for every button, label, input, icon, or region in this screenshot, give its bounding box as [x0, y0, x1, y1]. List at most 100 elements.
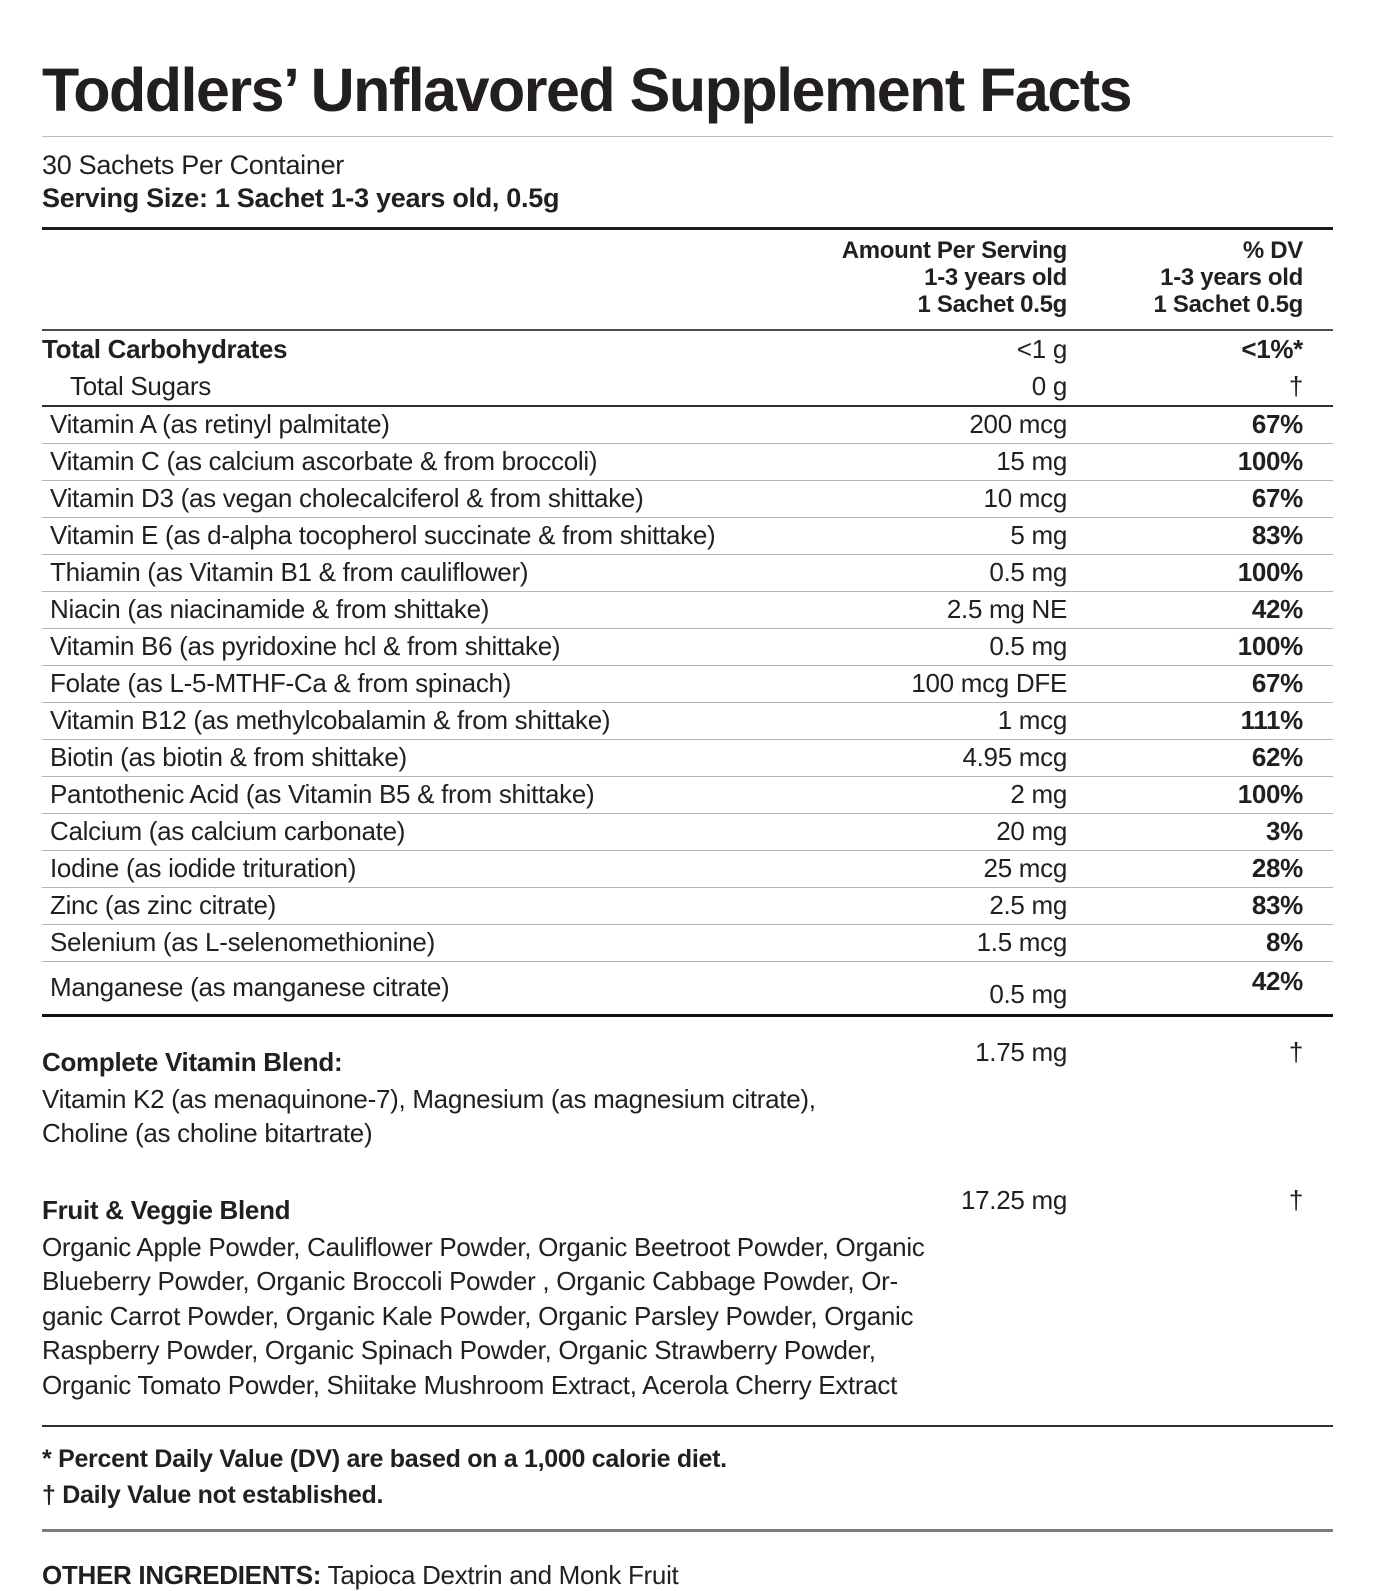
- dv-header-line: 1-3 years old: [1160, 263, 1303, 291]
- table-row: Pantothenic Acid (as Vitamin B5 & from s…: [42, 775, 1333, 813]
- nutrient-label: Total Carbohydrates: [42, 333, 288, 364]
- table-row: Calcium (as calcium carbonate) 20 mg 3%: [42, 812, 1333, 850]
- divider-under-sugars: [42, 404, 1333, 407]
- container-count: 30 Sachets Per Container: [42, 150, 344, 181]
- nutrient-dv: 83%: [1251, 890, 1303, 921]
- blend-name: Complete Vitamin Blend:: [42, 1046, 343, 1077]
- nutrient-dv: †: [1288, 370, 1303, 401]
- table-row: Vitamin C (as calcium ascorbate & from b…: [42, 442, 1333, 480]
- nutrient-dv: 67%: [1251, 668, 1303, 699]
- nutrient-amount: 5 mg: [1010, 520, 1067, 551]
- nutrient-dv: 28%: [1251, 853, 1303, 884]
- blend-header-row: Complete Vitamin Blend: 1.75 mg †: [42, 1037, 1333, 1078]
- table-row: Zinc (as zinc citrate) 2.5 mg 83%: [42, 886, 1333, 924]
- page-title: Toddlers’ Unflavored Supplement Facts: [42, 56, 1133, 124]
- nutrient-label: Vitamin C (as calcium ascorbate & from b…: [50, 446, 598, 477]
- nutrient-label: Vitamin B6 (as pyridoxine hcl & from shi…: [50, 631, 561, 662]
- nutrient-dv: 67%: [1251, 409, 1303, 440]
- divider-before-footnotes: [42, 1424, 1333, 1427]
- nutrient-amount: 4.95 mcg: [962, 742, 1067, 773]
- table-row: Vitamin D3 (as vegan cholecalciferol & f…: [42, 479, 1333, 517]
- nutrient-amount: 20 mg: [996, 816, 1067, 847]
- serving-size: Serving Size: 1 Sachet 1-3 years old, 0.…: [42, 182, 560, 213]
- divider-before-blends: [42, 1013, 1333, 1017]
- amount-header-line: 1-3 years old: [924, 263, 1067, 291]
- blend-name: Fruit & Veggie Blend: [42, 1194, 291, 1225]
- table-row: Folate (as L-5-MTHF-Ca & from spinach) 1…: [42, 664, 1333, 702]
- nutrient-label: Thiamin (as Vitamin B1 & from cauliflowe…: [50, 557, 529, 588]
- nutrient-table: Vitamin A (as retinyl palmitate) 200 mcg…: [42, 407, 1333, 1014]
- nutrient-dv: <1%*: [1241, 333, 1303, 364]
- nutrient-amount: 1 mcg: [997, 705, 1068, 736]
- nutrient-amount: 0.5 mg: [989, 557, 1067, 588]
- other-ingredients: OTHER INGREDIENTS: Tapioca Dextrin and M…: [42, 1560, 1333, 1591]
- dv-header-line: 1 Sachet 0.5g: [1153, 290, 1303, 318]
- other-ingredients-value: Tapioca Dextrin and Monk Fruit: [327, 1560, 679, 1591]
- table-row: Selenium (as L-selenomethionine) 1.5 mcg…: [42, 923, 1333, 961]
- blend-header-row: Fruit & Veggie Blend 17.25 mg †: [42, 1185, 1333, 1226]
- nutrient-label: Folate (as L-5-MTHF-Ca & from spinach): [50, 668, 512, 699]
- divider-heavy-top: [42, 226, 1333, 230]
- footnote-dv-basis: * Percent Daily Value (DV) are based on …: [42, 1444, 727, 1473]
- divider-before-other-ingredients: [42, 1529, 1333, 1533]
- nutrient-amount: 0.5 mg: [989, 979, 1067, 1010]
- nutrient-label: Biotin (as biotin & from shittake): [50, 742, 407, 773]
- table-row: Vitamin B12 (as methylcobalamin & from s…: [42, 701, 1333, 739]
- nutrient-dv: 67%: [1251, 483, 1303, 514]
- nutrient-dv: 42%: [1251, 594, 1303, 625]
- nutrient-amount: <1 g: [1016, 333, 1067, 364]
- nutrient-amount: 2 mg: [1010, 779, 1067, 810]
- table-row: Vitamin B6 (as pyridoxine hcl & from shi…: [42, 627, 1333, 665]
- nutrient-amount: 1.5 mcg: [976, 927, 1068, 958]
- nutrient-amount: 0.5 mg: [989, 631, 1067, 662]
- nutrient-label: Manganese (as manganese citrate): [50, 972, 450, 1003]
- nutrient-label: Vitamin B12 (as methylcobalamin & from s…: [50, 705, 611, 736]
- nutrient-amount: 15 mg: [996, 446, 1067, 477]
- nutrient-dv: 8%: [1266, 927, 1303, 958]
- nutrient-label: Calcium (as calcium carbonate): [50, 816, 406, 847]
- nutrient-label: Niacin (as niacinamide & from shittake): [50, 594, 490, 625]
- table-row: Thiamin (as Vitamin B1 & from cauliflowe…: [42, 553, 1333, 591]
- nutrient-amount: 10 mcg: [983, 483, 1068, 514]
- column-header-amount: Amount Per Serving 1-3 years old 1 Sache…: [767, 236, 1068, 319]
- nutrient-dv: 42%: [1251, 966, 1303, 997]
- nutrient-dv: 100%: [1237, 631, 1304, 662]
- nutrient-amount: 200 mcg: [969, 409, 1067, 440]
- nutrient-label: Vitamin E (as d-alpha tocopherol succina…: [50, 520, 716, 551]
- nutrient-label: Iodine (as iodide trituration): [50, 853, 357, 884]
- divider-under-title: [42, 136, 1333, 138]
- dv-header-line: % DV: [1242, 236, 1303, 264]
- amount-header-line: Amount Per Serving: [841, 236, 1068, 264]
- footnote-dagger: † Daily Value not established.: [42, 1480, 384, 1509]
- nutrient-label: Selenium (as L-selenomethionine): [50, 927, 435, 958]
- nutrient-amount: 2.5 mg: [989, 890, 1067, 921]
- table-row: Biotin (as biotin & from shittake) 4.95 …: [42, 738, 1333, 776]
- other-ingredients-label: OTHER INGREDIENTS:: [42, 1560, 322, 1591]
- nutrient-dv: 3%: [1266, 816, 1303, 847]
- table-row: Niacin (as niacinamide & from shittake) …: [42, 590, 1333, 628]
- column-header-spacer: [42, 238, 767, 319]
- nutrient-dv: 83%: [1251, 520, 1303, 551]
- blend-amount: 17.25 mg: [960, 1184, 1067, 1215]
- nutrient-amount: 25 mcg: [983, 853, 1068, 884]
- divider-under-headers: [42, 328, 1333, 331]
- nutrient-amount: 0 g: [1031, 370, 1068, 401]
- amount-header-line: 1 Sachet 0.5g: [917, 290, 1067, 318]
- blend-gap: [42, 1151, 1333, 1165]
- nutrient-dv: 100%: [1237, 779, 1304, 810]
- blend-ingredients: Organic Apple Powder, Cauliflower Powder…: [42, 1231, 925, 1401]
- blend-amount: 1.75 mg: [975, 1036, 1067, 1067]
- column-header-dv: % DV 1-3 years old 1 Sachet 0.5g: [1067, 236, 1303, 319]
- nutrient-dv: 62%: [1251, 742, 1303, 773]
- nutrient-label: Vitamin A (as retinyl palmitate): [50, 409, 390, 440]
- footnotes: * Percent Daily Value (DV) are based on …: [42, 1441, 1333, 1514]
- table-row: Total Carbohydrates <1 g <1%*: [42, 331, 1333, 368]
- table-row: Manganese (as manganese citrate) 0.5 mg …: [42, 960, 1333, 1014]
- nutrient-amount: 100 mcg DFE: [911, 668, 1067, 699]
- table-row: Iodine (as iodide trituration) 25 mcg 28…: [42, 849, 1333, 887]
- nutrient-label: Vitamin D3 (as vegan cholecalciferol & f…: [50, 483, 644, 514]
- nutrient-label: Total Sugars: [70, 370, 211, 401]
- blend-ingredients: Vitamin K2 (as menaquinone-7), Magnesium…: [42, 1083, 816, 1149]
- blend-section-vitamin: Complete Vitamin Blend: 1.75 mg † Vitami…: [42, 1037, 1333, 1151]
